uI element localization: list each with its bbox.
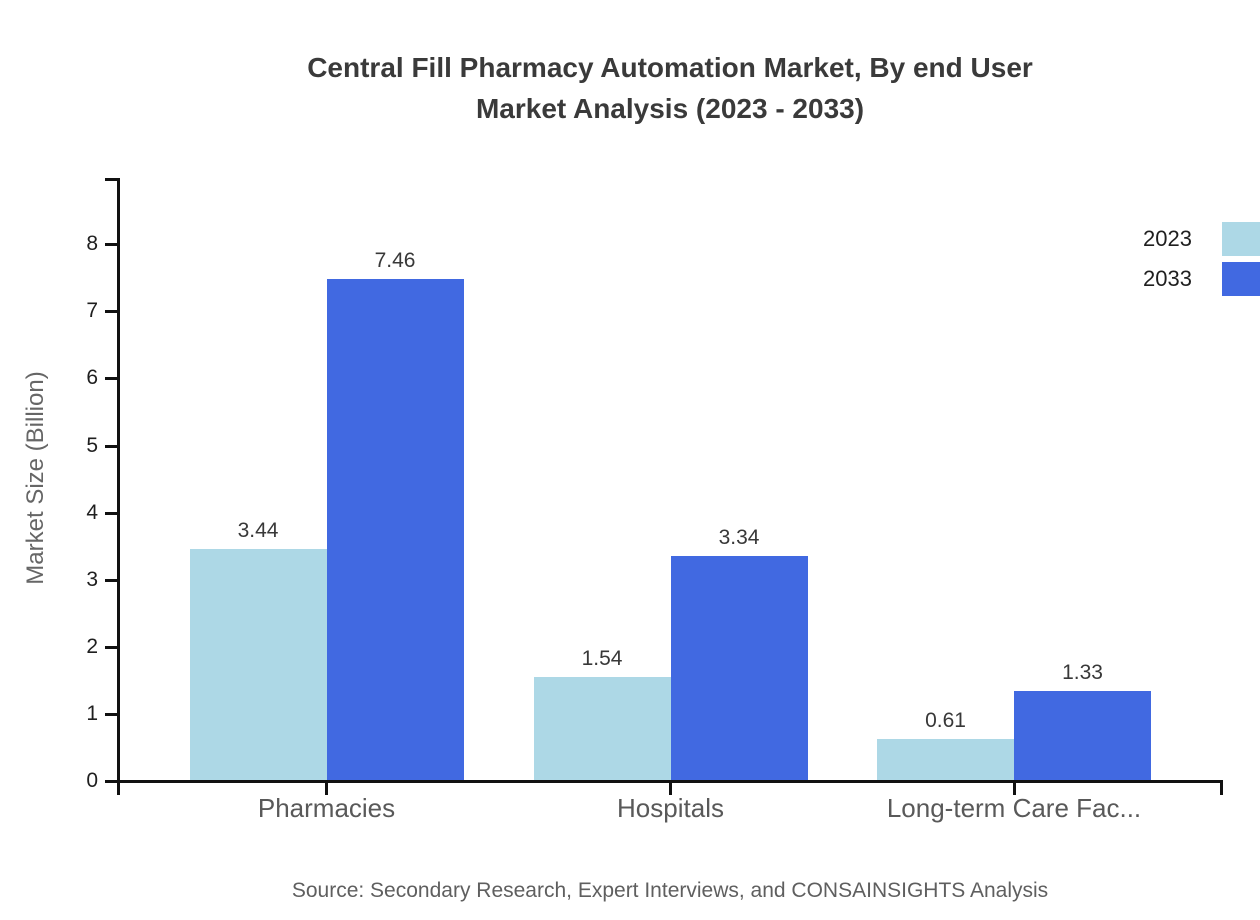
bar-2023-pharmacies: [189, 549, 327, 780]
x-axis-line: [117, 780, 1223, 783]
y-tick: [105, 712, 117, 716]
legend-label-2033: 2033: [1143, 266, 1192, 291]
x-tick: [117, 783, 120, 795]
y-tick-label: 5: [86, 433, 98, 457]
value-label-2023-hospitals: 1.54: [581, 646, 623, 670]
x-category-label: Pharmacies: [257, 793, 396, 823]
y-tick: [105, 780, 117, 783]
value-label-2033-hospitals: 3.34: [718, 525, 760, 549]
bar-2033-hospitals: [670, 555, 808, 780]
y-tick-label: 0: [86, 769, 98, 792]
x-category-label: Long-term Care Fac...: [886, 793, 1142, 823]
x-tick: [669, 783, 672, 795]
y-tick: [105, 511, 117, 515]
legend-swatch-2023: [1222, 222, 1260, 256]
x-tick: [1012, 783, 1016, 795]
x-category-label: Hospitals: [617, 793, 724, 823]
y-tick-label: 8: [86, 232, 98, 256]
bar-2033-long-term-care-fac: [1014, 690, 1151, 780]
value-label-2023-pharmacies: 3.44: [237, 519, 279, 543]
y-axis-end-tick: [105, 178, 117, 181]
y-tick-label: 4: [86, 500, 98, 524]
y-tick: [105, 377, 117, 381]
y-tick-label: 1: [86, 701, 98, 725]
y-tick-label: 2: [86, 634, 98, 658]
y-axis-title: Market Size (Billion): [22, 371, 49, 585]
bar-2023-long-term-care-fac: [877, 739, 1014, 780]
y-tick-label: 3: [86, 567, 98, 591]
legend: 2023 2033: [1143, 222, 1260, 302]
value-label-2033-pharmacies: 7.46: [374, 249, 416, 273]
legend-item-2023: 2023: [1143, 222, 1260, 256]
y-tick: [105, 444, 117, 448]
y-tick: [105, 243, 117, 247]
bar-2023-hospitals: [533, 676, 671, 780]
y-tick: [105, 310, 117, 314]
y-tick: [105, 578, 117, 582]
y-axis-line: [117, 178, 120, 783]
bar-2033-pharmacies: [326, 279, 464, 780]
value-label-2033-long-term-care-fac: 1.33: [1062, 660, 1103, 684]
x-tick: [1219, 783, 1223, 795]
y-tick-label: 6: [86, 366, 98, 390]
source-note: Source: Secondary Research, Expert Inter…: [291, 879, 1049, 902]
y-tick: [105, 645, 117, 649]
legend-item-2033: 2033: [1143, 262, 1260, 296]
value-label-2023-long-term-care-fac: 0.61: [925, 709, 966, 733]
legend-swatch-2033: [1222, 262, 1260, 296]
legend-label-2023: 2023: [1143, 226, 1192, 251]
y-tick-label: 7: [86, 299, 98, 323]
x-tick: [325, 783, 328, 795]
chart-title: Central Fill Pharmacy Automation Market,…: [307, 52, 1033, 124]
